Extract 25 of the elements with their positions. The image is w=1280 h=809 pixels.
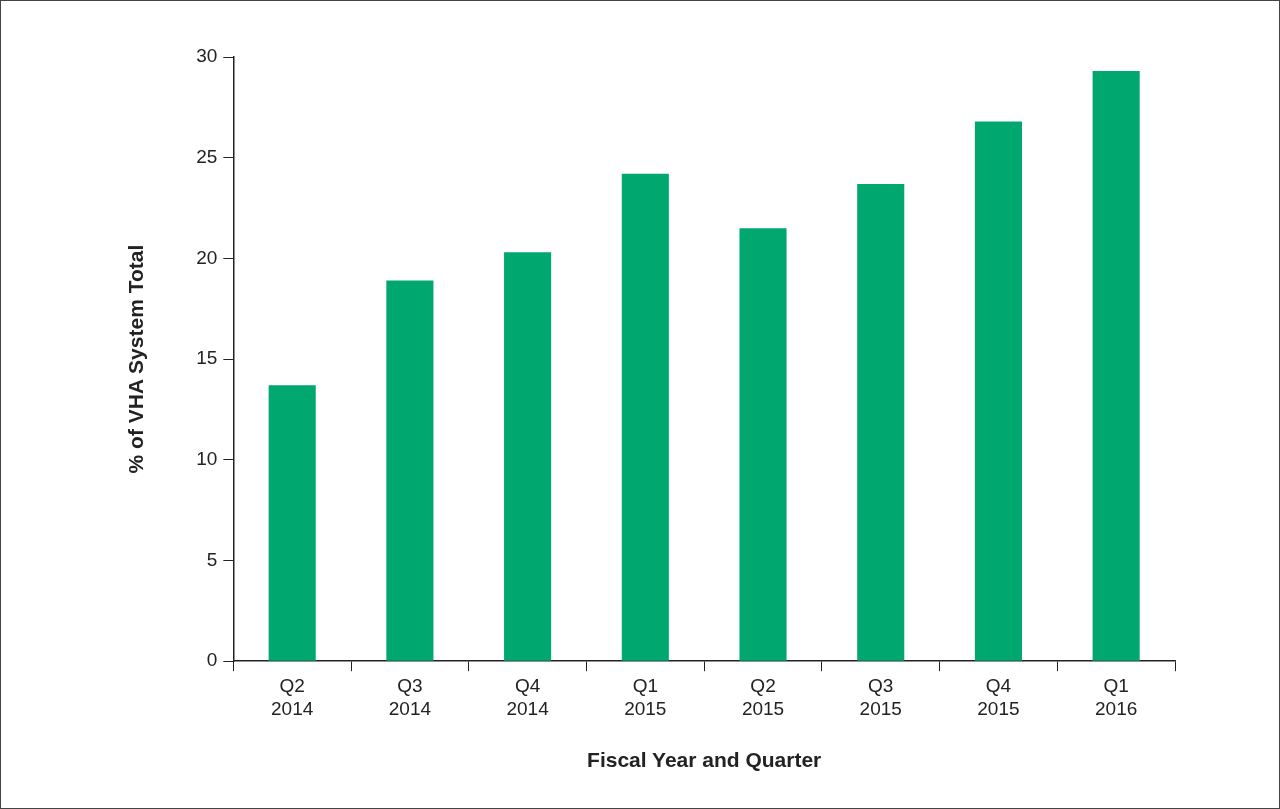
bar (386, 280, 434, 661)
y-tick-label: 25 (196, 145, 218, 167)
x-tick-label: Q2 2014 (271, 674, 314, 719)
y-tick-label: 10 (196, 448, 218, 470)
bar (504, 252, 552, 661)
y-tick-label: 15 (196, 347, 218, 369)
y-tick-label: 30 (196, 45, 218, 67)
y-tick-label: 5 (206, 548, 218, 570)
x-tick-label: Q1 2015 (624, 674, 667, 719)
x-tick-label: Q4 2014 (506, 674, 550, 719)
bar (268, 385, 316, 661)
y-axis-title: % of VHA System Total (124, 244, 148, 474)
x-tick-label: Q3 2014 (388, 674, 432, 719)
bar (621, 173, 669, 661)
bar (857, 183, 905, 661)
bar (1092, 71, 1140, 661)
bar (974, 121, 1022, 661)
y-tick-label: 0 (206, 649, 218, 671)
x-tick-label: Q1 2016 (1095, 674, 1138, 719)
y-tick-label: 20 (196, 246, 218, 268)
x-tick-label: Q3 2015 (859, 674, 902, 719)
x-tick-label: Q2 2015 (741, 674, 785, 719)
x-axis-title: Fiscal Year and Quarter (587, 748, 822, 772)
x-tick-label: Q4 2015 (977, 674, 1020, 719)
bar (739, 228, 787, 661)
